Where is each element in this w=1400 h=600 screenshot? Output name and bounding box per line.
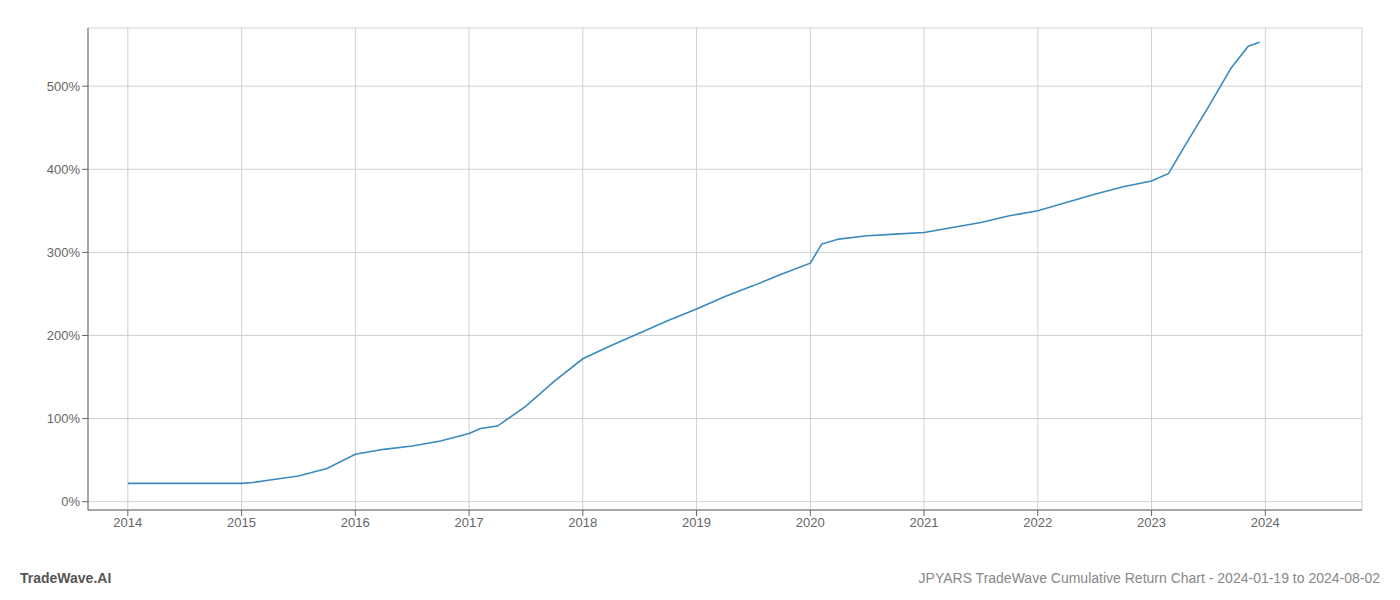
svg-text:200%: 200% <box>47 328 81 343</box>
svg-text:2020: 2020 <box>796 515 825 530</box>
svg-text:100%: 100% <box>47 411 81 426</box>
svg-text:300%: 300% <box>47 245 81 260</box>
svg-text:2022: 2022 <box>1023 515 1052 530</box>
svg-text:2021: 2021 <box>910 515 939 530</box>
html-text:TradeWave.AI: TradeWave.AI <box>20 570 112 586</box>
svg-text:2016: 2016 <box>341 515 370 530</box>
svg-text:2018: 2018 <box>568 515 597 530</box>
svg-text:500%: 500% <box>47 79 81 94</box>
html-text:JPYARS TradeWave Cumulative Re: JPYARS TradeWave Cumulative Return Chart… <box>918 570 1380 586</box>
svg-text:2019: 2019 <box>682 515 711 530</box>
svg-text:0%: 0% <box>61 494 80 509</box>
svg-text:2017: 2017 <box>455 515 484 530</box>
svg-text:2014: 2014 <box>113 515 142 530</box>
svg-text:2015: 2015 <box>227 515 256 530</box>
svg-text:400%: 400% <box>47 162 81 177</box>
svg-text:2023: 2023 <box>1137 515 1166 530</box>
svg-text:2024: 2024 <box>1251 515 1280 530</box>
